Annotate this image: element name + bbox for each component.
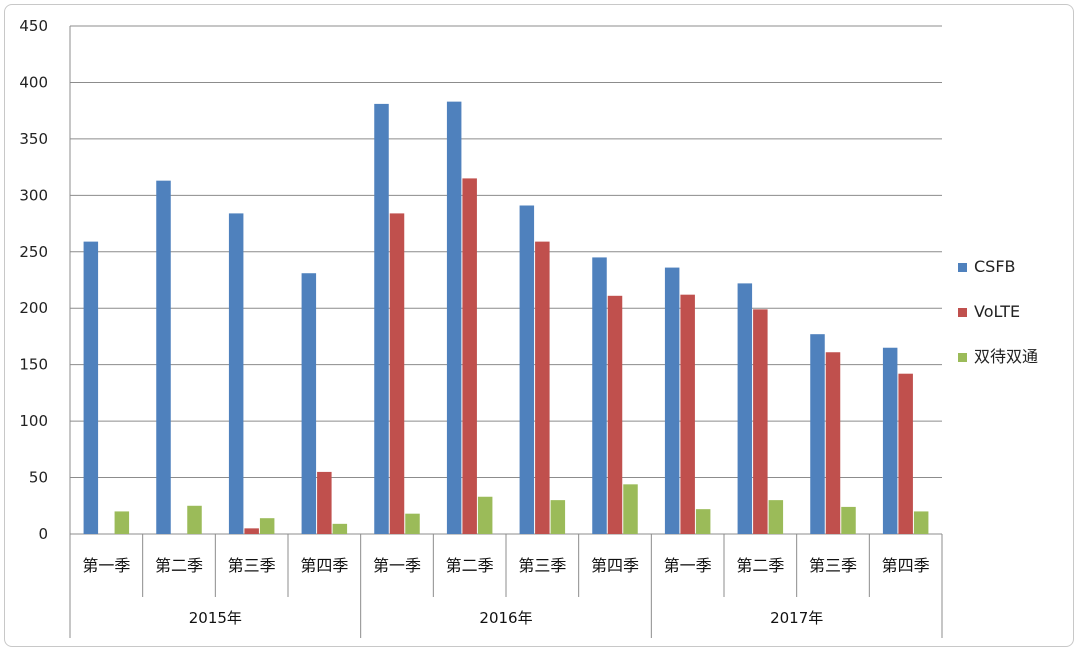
bar-VoLTE: [607, 295, 623, 534]
y-tick-label: 50: [29, 469, 48, 487]
y-tick-label: 150: [19, 356, 48, 374]
bar-双待双通: [623, 484, 638, 534]
bar-双待双通: [913, 511, 929, 534]
legend-swatch: [958, 263, 967, 272]
y-tick-label: 300: [19, 186, 48, 204]
legend-swatch: [958, 353, 967, 362]
bar-双待双通: [332, 523, 348, 534]
y-tick-label: 0: [38, 525, 48, 543]
y-tick-label: 350: [19, 130, 48, 148]
bar-VoLTE: [898, 373, 913, 534]
bar-双待双通: [550, 500, 566, 534]
legend-label: 双待双通: [974, 347, 1038, 366]
bar-CSFB: [156, 180, 171, 534]
x-category-label: 第四季: [591, 556, 639, 575]
x-category-label: 第一季: [373, 556, 421, 575]
bar-CSFB: [882, 347, 898, 534]
x-category-label: 第二季: [736, 556, 784, 575]
bar-CSFB: [810, 334, 825, 534]
bar-CSFB: [664, 267, 680, 534]
bar-CSFB: [446, 101, 462, 534]
x-group-label: 2015年: [189, 609, 242, 627]
x-category-label: 第二季: [446, 556, 494, 575]
bar-VoLTE: [753, 309, 768, 534]
bar-VoLTE: [462, 178, 477, 534]
x-group-label: 2016年: [479, 609, 532, 627]
legend-label: VoLTE: [974, 302, 1020, 321]
bar-CSFB: [83, 241, 99, 534]
bar-VoLTE: [535, 241, 550, 534]
y-tick-label: 100: [19, 412, 48, 430]
bar-双待双通: [768, 500, 784, 534]
x-category-label: 第三季: [228, 556, 276, 575]
bar-VoLTE: [680, 294, 695, 534]
legend-swatch: [958, 308, 967, 317]
bar-CSFB: [737, 283, 753, 534]
bar-双待双通: [841, 506, 856, 534]
bar-双待双通: [187, 505, 202, 534]
bar-VoLTE: [244, 528, 259, 534]
y-tick-label: 400: [19, 73, 48, 91]
bar-VoLTE: [389, 213, 405, 534]
bar-双待双通: [695, 509, 711, 534]
x-category-label: 第四季: [882, 556, 930, 575]
x-category-label: 第三季: [809, 556, 857, 575]
legend-label: CSFB: [974, 257, 1016, 276]
bar-CSFB: [228, 213, 244, 534]
x-group-label: 2017年: [770, 609, 823, 627]
bar-VoLTE: [825, 352, 841, 534]
y-tick-label: 450: [19, 17, 48, 35]
x-category-label: 第一季: [664, 556, 712, 575]
bar-双待双通: [405, 513, 420, 534]
x-category-label: 第四季: [300, 556, 348, 575]
x-category-label: 第一季: [82, 556, 130, 575]
x-category-label: 第三季: [518, 556, 566, 575]
bar-CSFB: [301, 273, 317, 534]
bar-CSFB: [519, 205, 535, 534]
bar-VoLTE: [317, 471, 332, 534]
bar-CSFB: [592, 257, 607, 534]
bar-双待双通: [114, 511, 130, 534]
bar-双待双通: [477, 496, 493, 534]
x-category-label: 第二季: [155, 556, 203, 575]
bar-CSFB: [374, 103, 389, 534]
y-tick-label: 200: [19, 299, 48, 317]
bar-双待双通: [259, 518, 275, 534]
y-tick-label: 250: [19, 243, 48, 261]
